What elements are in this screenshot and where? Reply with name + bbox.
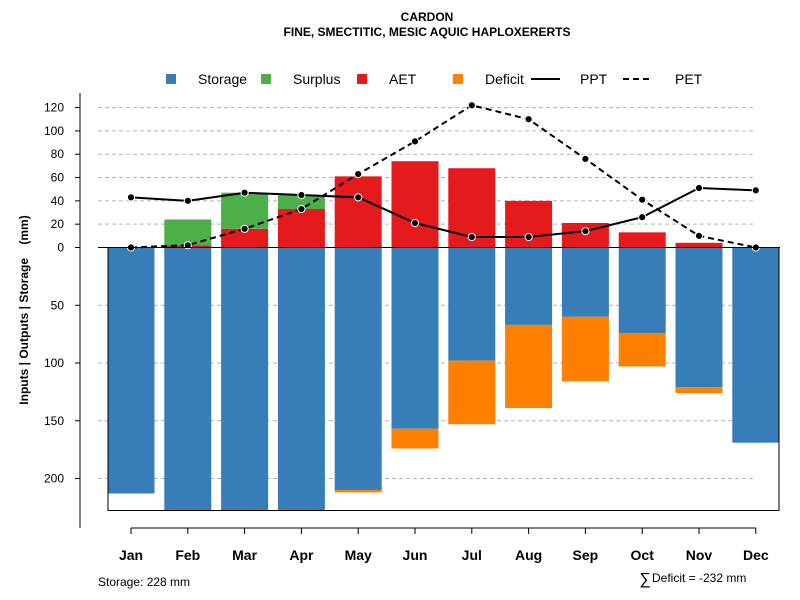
y-tick-label-up-100: 100 [44,124,64,138]
pet-point-oct [638,195,647,204]
pet-point-jun [410,137,420,146]
pet-point-feb [183,241,192,250]
storage-total-label: Storage: 228 mm [98,575,190,589]
deficit-sum-symbol: ∑ [639,571,650,588]
bar-storage-oct [618,247,666,333]
ppt-point-jun [410,218,420,228]
ppt-point-nov [694,183,704,193]
bar-storage-nov [675,247,723,388]
legend-label-storage: Storage [198,71,247,87]
bar-deficit-may [334,490,382,493]
x-tick-label-jan: Jan [119,547,143,563]
bar-deficit-nov [675,387,723,394]
ppt-point-oct [638,213,647,222]
bar-storage-dec [732,247,780,443]
ppt-point-sep [581,227,590,236]
pet-point-nov [694,231,704,240]
bar-aet-apr [277,209,325,248]
ppt-line [130,187,756,239]
ppt-point-dec [751,186,760,195]
x-tick-label-sep: Sep [573,547,599,563]
x-tick-label-may: May [345,547,372,563]
ppt-point-apr [297,190,306,200]
storage-box [107,247,780,511]
bar-storage-jan [107,247,155,494]
bar-storage-aug [505,247,553,325]
legend-label-ppt: PPT [580,71,608,87]
x-tick-label-dec: Dec [743,547,769,563]
pet-line [130,104,757,249]
y-tick-label-down-150: 150 [44,414,64,428]
deficit-total-label: Deficit = -232 mm [652,571,746,585]
legend-label-pet: PET [675,71,703,87]
bar-deficit-sep [561,316,609,382]
y-axis-label: Inputs | Outputs | Storage (mm) [17,215,31,404]
x-tick-label-nov: Nov [686,547,713,563]
legend-swatch-surplus [261,74,271,84]
pet-point-may [354,169,363,179]
legend-label-surplus: Surplus [293,71,340,87]
x-tick-label-oct: Oct [631,547,655,563]
y-tick-label-up-120: 120 [44,101,64,115]
x-tick-label-jul: Jul [462,547,482,563]
bar-aet-mar [221,228,269,248]
x-tick-label-aug: Aug [515,547,542,563]
bar-aet-nov [675,242,723,248]
pet-point-aug [524,115,533,124]
ppt-point-mar [240,188,249,197]
bar-storage-jul [448,247,496,361]
bar-deficit-oct [618,332,666,367]
x-tick-label-feb: Feb [175,547,200,563]
legend-label-deficit: Deficit [485,71,524,87]
bar-aet-may [334,176,382,248]
legend: Storage Surplus AET Deficit PPT PET [166,71,703,87]
ppt-point-feb [183,196,192,205]
y-tick-label-down-50: 50 [51,298,65,312]
bar-deficit-jul [448,360,496,425]
chart-title: CARDON [401,10,454,24]
y-tick-label-down-100: 100 [44,356,64,370]
bar-storage-feb [164,247,212,511]
bar-storage-sep [561,247,609,317]
bar-surplus-apr [277,195,325,210]
series-lines [126,101,760,252]
pet-point-jul [467,101,476,110]
legend-swatch-storage [166,74,176,84]
x-tick-label-mar: Mar [232,547,257,563]
y-tick-label-up-60: 60 [51,171,65,185]
bar-deficit-aug [505,324,553,409]
axes: 0 20 40 60 80 100 120 50 100 150 200 Jan Feb Mar Apr Ma… [44,93,780,563]
ppt-point-may [354,193,363,202]
legend-swatch-aet [357,74,367,84]
pet-point-mar [240,224,249,233]
x-tick-label-apr: Apr [289,547,314,563]
bar-aet-oct [618,232,666,248]
pet-point-sep [581,154,590,163]
y-tick-label-down-200: 200 [44,472,64,486]
pet-point-apr [297,204,306,214]
bar-storage-apr [277,247,325,511]
bar-storage-jun [391,247,439,429]
legend-swatch-deficit [453,74,463,84]
chart-subtitle: FINE, SMECTITIC, MESIC AQUIC HAPLOXERERT… [284,25,571,39]
y-tick-label-up-80: 80 [51,147,65,161]
legend-label-aet: AET [389,71,417,87]
y-tick-label-up-0: 0 [57,241,64,255]
bar-aet-jun [391,161,439,248]
bars [107,161,780,511]
ppt-point-jul [467,232,476,242]
y-tick-label-up-40: 40 [51,194,65,208]
bar-storage-mar [221,247,269,511]
ppt-point-aug [524,232,533,242]
y-tick-label-up-20: 20 [51,217,65,231]
bar-storage-may [334,247,382,491]
x-tick-label-jun: Jun [403,547,428,563]
ppt-point-jan [126,193,136,202]
bar-deficit-jun [391,428,439,449]
